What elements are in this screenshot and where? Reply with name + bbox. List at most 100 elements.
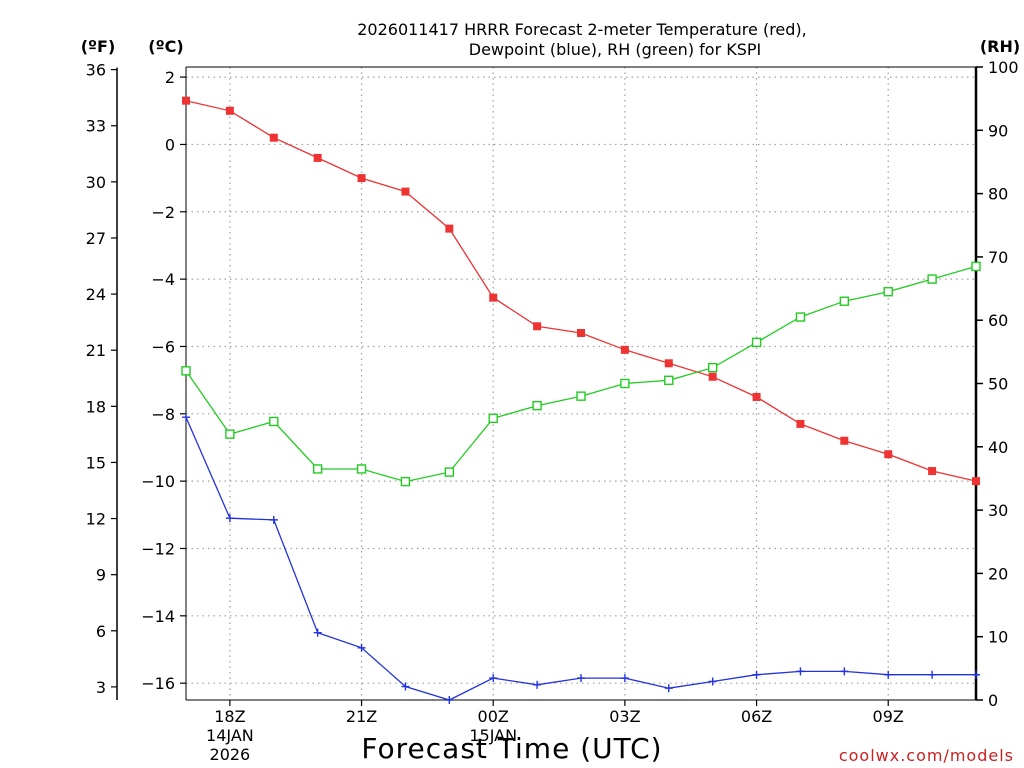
temperature-series-line bbox=[185, 100, 977, 482]
temperature-point bbox=[620, 345, 629, 354]
dewpoint-point bbox=[313, 628, 322, 637]
celsius-tick-label: −8 bbox=[151, 405, 175, 424]
dewpoint-point bbox=[708, 677, 717, 686]
x-tick-date: 15JAN bbox=[469, 726, 517, 745]
x-tick-label: 06Z bbox=[741, 707, 772, 726]
temperature-point bbox=[840, 436, 849, 445]
credit-text: coolwx.com/models bbox=[839, 746, 1014, 765]
rh-tick-label: 50 bbox=[988, 375, 1008, 394]
dewpoint-series-line bbox=[185, 416, 976, 701]
rh-point bbox=[488, 413, 498, 424]
rh-tick-label: 20 bbox=[988, 564, 1008, 583]
temperature-point bbox=[752, 392, 761, 401]
rh-point bbox=[181, 366, 191, 376]
celsius-tick-label: 0 bbox=[165, 135, 175, 154]
temperature-point bbox=[884, 450, 893, 459]
plot-area bbox=[181, 96, 981, 704]
dewpoint-point bbox=[928, 670, 937, 679]
temperature-point bbox=[708, 372, 717, 381]
temperature-point bbox=[533, 322, 542, 331]
fahrenheit-tick-label: 9 bbox=[96, 566, 106, 585]
axes: 36333027242118151296320−2−4−6−8−10−12−14… bbox=[86, 58, 1019, 764]
celsius-tick-label: −2 bbox=[151, 203, 175, 222]
chart-title-line1: 2026011417 HRRR Forecast 2-meter Tempera… bbox=[357, 20, 807, 39]
rh-point bbox=[576, 391, 586, 401]
x-tick-label: 00Z bbox=[478, 707, 509, 726]
dewpoint-point bbox=[664, 684, 673, 693]
rh-point bbox=[444, 467, 455, 477]
temperature-point bbox=[577, 328, 585, 337]
dewpoint-point bbox=[269, 515, 278, 524]
x-axis-label: Forecast Time (UTC) bbox=[361, 732, 662, 765]
fahrenheit-tick-label: 12 bbox=[86, 510, 106, 529]
rh-tick-label: 80 bbox=[988, 185, 1008, 204]
dewpoint-point bbox=[445, 696, 454, 704]
x-tick-label: 18Z bbox=[214, 707, 245, 726]
fahrenheit-tick-label: 3 bbox=[96, 678, 106, 697]
temperature-point bbox=[928, 467, 937, 476]
rh-tick-label: 10 bbox=[988, 628, 1008, 647]
celsius-tick-label: −10 bbox=[141, 472, 175, 491]
rh-point bbox=[883, 287, 893, 297]
temperature-point bbox=[664, 359, 673, 368]
fahrenheit-tick-label: 15 bbox=[86, 453, 106, 472]
rh-point bbox=[971, 261, 981, 272]
rh-series-line bbox=[185, 265, 977, 483]
rh-tick-label: 40 bbox=[988, 438, 1008, 457]
fahrenheit-unit-label: (ºF) bbox=[81, 37, 116, 56]
rh-point bbox=[927, 274, 937, 284]
dewpoint-point bbox=[533, 680, 542, 689]
rh-point bbox=[620, 378, 630, 389]
rh-point bbox=[664, 375, 674, 386]
dewpoint-point bbox=[401, 682, 410, 691]
grid-lines bbox=[186, 67, 976, 700]
temperature-point bbox=[225, 106, 234, 115]
fahrenheit-tick-label: 36 bbox=[86, 61, 106, 80]
temperature-point bbox=[972, 477, 980, 486]
x-tick-date: 14JAN bbox=[206, 726, 254, 745]
temperature-point bbox=[182, 96, 190, 105]
rh-tick-label: 30 bbox=[988, 501, 1008, 520]
dewpoint-point bbox=[620, 674, 629, 683]
temperature-point bbox=[313, 153, 322, 162]
x-tick-label: 09Z bbox=[873, 707, 904, 726]
fahrenheit-tick-label: 21 bbox=[86, 341, 106, 360]
x-tick-year: 2026 bbox=[210, 745, 251, 764]
rh-point bbox=[312, 464, 323, 474]
rh-point bbox=[839, 296, 850, 306]
fahrenheit-tick-label: 30 bbox=[86, 173, 106, 192]
dewpoint-point bbox=[796, 667, 805, 676]
celsius-tick-label: −16 bbox=[141, 674, 175, 693]
fahrenheit-tick-label: 24 bbox=[86, 285, 106, 304]
rh-point bbox=[356, 464, 367, 474]
dewpoint-point bbox=[752, 670, 761, 679]
temperature-point bbox=[796, 419, 805, 428]
temperature-point bbox=[445, 224, 454, 233]
celsius-tick-label: −4 bbox=[151, 270, 175, 289]
dewpoint-point bbox=[182, 413, 190, 422]
fahrenheit-tick-label: 33 bbox=[86, 117, 106, 136]
fahrenheit-tick-label: 18 bbox=[86, 397, 106, 416]
dewpoint-point bbox=[225, 514, 234, 523]
dewpoint-point bbox=[489, 674, 498, 683]
rh-tick-label: 100 bbox=[988, 58, 1019, 77]
rh-tick-label: 70 bbox=[988, 248, 1008, 267]
rh-point bbox=[532, 400, 542, 411]
celsius-tick-label: 2 bbox=[165, 68, 175, 87]
rh-point bbox=[707, 362, 718, 373]
dewpoint-point bbox=[840, 667, 849, 676]
fahrenheit-tick-label: 27 bbox=[86, 229, 106, 248]
celsius-unit-label: (ºC) bbox=[148, 37, 183, 56]
celsius-tick-label: −6 bbox=[151, 337, 175, 356]
dewpoint-point bbox=[884, 670, 893, 679]
rh-tick-label: 60 bbox=[988, 311, 1008, 330]
x-tick-label: 03Z bbox=[609, 707, 640, 726]
fahrenheit-tick-label: 6 bbox=[96, 622, 106, 641]
celsius-tick-label: −12 bbox=[141, 539, 175, 558]
rh-tick-label: 0 bbox=[988, 691, 998, 710]
chart-title-line2: Dewpoint (blue), RH (green) for KSPI bbox=[469, 40, 762, 59]
temperature-point bbox=[489, 293, 498, 302]
rh-tick-label: 90 bbox=[988, 121, 1008, 140]
temperature-point bbox=[401, 187, 410, 196]
